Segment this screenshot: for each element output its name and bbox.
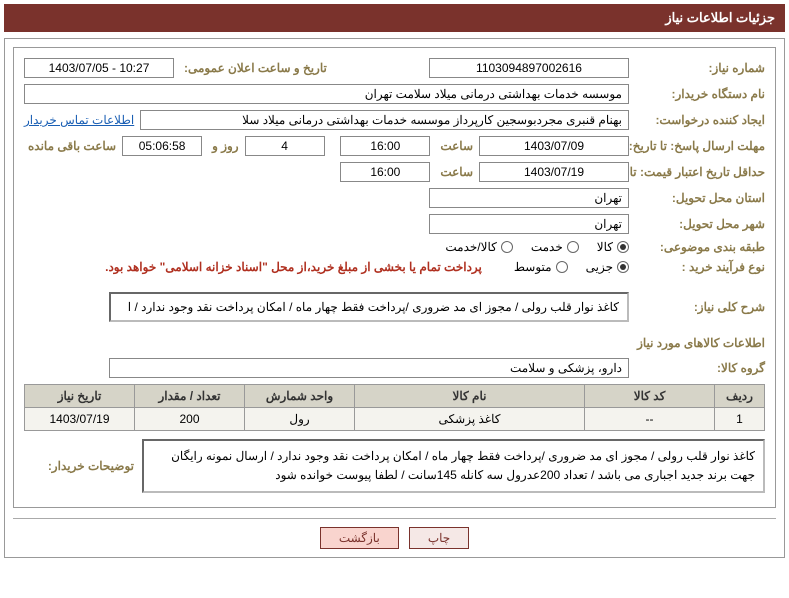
goods-info-title: اطلاعات کالاهای مورد نیاز [24,336,765,350]
deadline-date: 1403/07/09 [479,136,629,156]
buyer-org-label: نام دستگاه خریدار: [635,87,765,101]
th-qty: تعداد / مقدار [135,385,245,408]
row-buyer-notes: کاغذ نوار قلب رولی / مجوز ای مد ضروری /پ… [24,439,765,493]
row-category: طبقه بندی موضوعی: کالا خدمت کالا/خدمت [24,240,765,254]
radio-partial-label: جزیی [586,260,613,274]
radio-medium-label: متوسط [514,260,552,274]
process-label: نوع فرآیند خرید : [635,260,765,274]
time-label-1: ساعت [436,139,473,153]
general-desc-box: کاغذ نوار قلب رولی / مجوز ای مد ضروری /پ… [109,292,629,322]
buyer-notes-label: توضیحات خریدار: [24,459,134,473]
price-valid-date: 1403/07/19 [479,162,629,182]
goods-group-value: دارو، پزشکی و سلامت [109,358,629,378]
announce-label: تاریخ و ساعت اعلان عمومی: [180,61,327,75]
row-requester: ایجاد کننده درخواست: بهنام قنبری مجردبوس… [24,110,765,130]
radio-icon [501,241,513,253]
radio-goods-service[interactable]: کالا/خدمت [445,240,512,254]
province-value: تهران [429,188,629,208]
th-date: تاریخ نیاز [25,385,135,408]
general-desc-label: شرح کلی نیاز: [635,300,765,314]
page-title: جزئیات اطلاعات نیاز [665,10,775,25]
deadline-time: 16:00 [340,136,430,156]
city-label: شهر محل تحویل: [635,217,765,231]
need-number-label: شماره نیاز: [635,61,765,75]
radio-icon [617,261,629,273]
contact-link[interactable]: اطلاعات تماس خریدار [24,113,134,127]
radio-medium[interactable]: متوسط [514,260,568,274]
price-valid-time: 16:00 [340,162,430,182]
deadline-label: مهلت ارسال پاسخ: تا تاریخ: [635,139,765,153]
goods-table: ردیف کد کالا نام کالا واحد شمارش تعداد /… [24,384,765,431]
radio-service[interactable]: خدمت [531,240,579,254]
requester-value: بهنام قنبری مجردبوسجین کارپرداز موسسه خد… [140,110,629,130]
remaining-label: ساعت باقی مانده [24,139,116,153]
row-process: نوع فرآیند خرید : جزیی متوسط پرداخت تمام… [24,260,765,274]
cell-name: کاغذ پزشکی [355,408,585,431]
page-header: جزئیات اطلاعات نیاز [4,4,785,32]
radio-icon [617,241,629,253]
row-buyer-org: نام دستگاه خریدار: موسسه خدمات بهداشتی د… [24,84,765,104]
goods-group-label: گروه کالا: [635,361,765,375]
th-code: کد کالا [585,385,715,408]
row-city: شهر محل تحویل: تهران [24,214,765,234]
city-value: تهران [429,214,629,234]
print-button[interactable]: چاپ [409,527,469,549]
radio-icon [567,241,579,253]
time-label-2: ساعت [436,165,473,179]
row-need-number: شماره نیاز: 1103094897002616 تاریخ و ساع… [24,58,765,78]
buyer-notes-box: کاغذ نوار قلب رولی / مجوز ای مد ضروری /پ… [142,439,765,493]
button-row: چاپ بازگشت [13,527,776,549]
back-button[interactable]: بازگشت [320,527,399,549]
process-radio-group: جزیی متوسط [514,260,629,274]
row-price-valid: حداقل تاریخ اعتبار قیمت: تا تاریخ: 1403/… [24,162,765,182]
row-general-desc: شرح کلی نیاز: کاغذ نوار قلب رولی / مجوز … [24,292,765,322]
radio-goods-service-label: کالا/خدمت [445,240,496,254]
buyer-org-value: موسسه خدمات بهداشتی درمانی میلاد سلامت ت… [24,84,629,104]
requester-label: ایجاد کننده درخواست: [635,113,765,127]
radio-goods[interactable]: کالا [597,240,629,254]
table-header-row: ردیف کد کالا نام کالا واحد شمارش تعداد /… [25,385,765,408]
th-unit: واحد شمارش [245,385,355,408]
remaining-time: 05:06:58 [122,136,202,156]
cell-code: -- [585,408,715,431]
main-container: شماره نیاز: 1103094897002616 تاریخ و ساع… [4,38,785,558]
cell-row: 1 [715,408,765,431]
row-goods-group: گروه کالا: دارو، پزشکی و سلامت [24,358,765,378]
radio-partial[interactable]: جزیی [586,260,629,274]
info-panel: شماره نیاز: 1103094897002616 تاریخ و ساع… [13,47,776,508]
radio-goods-label: کالا [597,240,613,254]
divider [13,518,776,519]
days-count: 4 [245,136,325,156]
need-number-value: 1103094897002616 [429,58,629,78]
province-label: استان محل تحویل: [635,191,765,205]
category-radio-group: کالا خدمت کالا/خدمت [445,240,629,254]
row-deadline: مهلت ارسال پاسخ: تا تاریخ: 1403/07/09 سا… [24,136,765,156]
cell-date: 1403/07/19 [25,408,135,431]
buyer-notes-text: کاغذ نوار قلب رولی / مجوز ای مد ضروری /پ… [171,449,755,482]
table-row: 1 -- کاغذ پزشکی رول 200 1403/07/19 [25,408,765,431]
radio-service-label: خدمت [531,240,563,254]
payment-note: پرداخت تمام یا بخشی از مبلغ خرید،از محل … [105,260,482,274]
th-row: ردیف [715,385,765,408]
days-and-label: روز و [208,139,239,153]
radio-icon [556,261,568,273]
row-province: استان محل تحویل: تهران [24,188,765,208]
general-desc-text: کاغذ نوار قلب رولی / مجوز ای مد ضروری /پ… [128,300,619,314]
cell-unit: رول [245,408,355,431]
cell-qty: 200 [135,408,245,431]
th-name: نام کالا [355,385,585,408]
category-label: طبقه بندی موضوعی: [635,240,765,254]
announce-value: 1403/07/05 - 10:27 [24,58,174,78]
price-valid-label: حداقل تاریخ اعتبار قیمت: تا تاریخ: [635,165,765,179]
